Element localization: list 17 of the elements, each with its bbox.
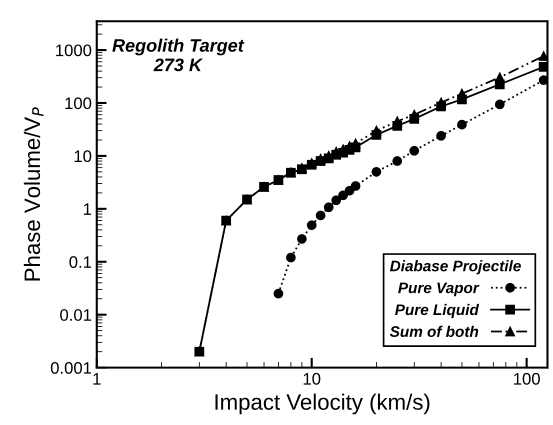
legend-title: Diabase Projectile [390, 260, 521, 274]
x-tick-label: 10 [304, 372, 320, 385]
annotation: Regolith Target 273 K [112, 38, 244, 72]
y-tick-label: 10 [74, 150, 92, 162]
legend-label: Sum of both [390, 326, 478, 337]
x-tick-label: 100 [514, 372, 540, 385]
x-tick-label: 1 [93, 373, 101, 385]
y-tick-label: 100 [65, 97, 92, 110]
y-tick-label: 0.1 [69, 256, 92, 268]
y-tick-label: 1000 [56, 44, 92, 56]
x-axis-title: Impact Velocity (km/s) [216, 394, 430, 414]
y-tick-label: 1 [84, 203, 92, 215]
legend-label: Pure Vapor [398, 282, 480, 296]
y-tick-label: 0.001 [50, 362, 92, 374]
y-axis-title: Phase Volume/V$_{P}$ [24, 107, 44, 281]
legend-label: Pure Liquid [395, 304, 480, 318]
y-tick-label: 0.01 [60, 309, 92, 321]
